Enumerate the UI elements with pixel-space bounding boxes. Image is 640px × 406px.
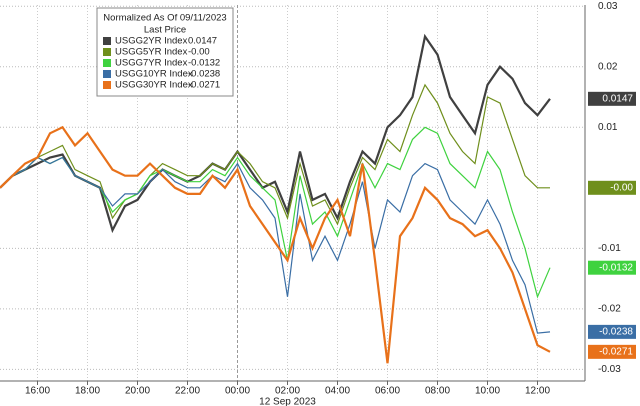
legend-label: USGG2YR Index [115, 36, 188, 47]
legend-box [96, 7, 234, 97]
legend-swatch [103, 70, 111, 78]
x-tick-label: 10:00 [475, 386, 500, 397]
legend-label: USGG7YR Index [115, 58, 188, 69]
legend-value: -0.00 [188, 47, 210, 58]
legend-swatch [103, 59, 111, 67]
x-tick-label: 08:00 [425, 386, 450, 397]
y-tick-label: 0.03 [598, 1, 618, 12]
last-value-label: -0.0271 [599, 346, 633, 357]
x-tick-label: 16:00 [25, 386, 50, 397]
x-tick-label: 02:00 [275, 386, 300, 397]
date-label: 12 Sep 2023 [259, 397, 316, 406]
series-line [0, 156, 551, 334]
series-line [0, 125, 551, 364]
legend-label: USGG10YR Index [115, 69, 193, 80]
legend-label: USGG5YR Index [115, 47, 188, 58]
legend-value: -0.0271 [188, 80, 220, 91]
last-value-box [588, 344, 636, 359]
legend-swatch [103, 48, 111, 56]
plot-area [0, 5, 585, 381]
y-tick-label: -0.01 [598, 243, 621, 254]
legend-label: USGG30YR Index [115, 80, 193, 91]
y-tick-label: 0.02 [598, 61, 618, 72]
legend-swatch [103, 81, 111, 89]
y-tick-label: -0.03 [598, 364, 621, 375]
x-tick-label: 22:00 [175, 386, 200, 397]
legend-subtitle: Last Price [144, 25, 186, 36]
last-value-box [588, 260, 636, 275]
x-tick-label: 00:00 [225, 386, 250, 397]
x-tick-label: 06:00 [375, 386, 400, 397]
last-value-box [588, 91, 636, 106]
x-tick-label: 20:00 [125, 386, 150, 397]
last-value-label: -0.0238 [599, 327, 633, 338]
last-value-label: 0.0147 [602, 93, 633, 104]
last-value-label: -0.00 [610, 182, 633, 193]
series-line [0, 83, 550, 226]
legend-value: -0.0238 [188, 69, 220, 80]
legend-title: Normalized As Of 09/11/2023 [103, 13, 226, 24]
x-tick-label: 04:00 [325, 386, 350, 397]
legend-swatch [103, 37, 111, 45]
legend-value: -0.0132 [188, 58, 220, 69]
last-value-box [588, 180, 636, 195]
legend: Normalized As Of 09/11/2023 Last Price U… [96, 7, 234, 97]
y-tick-label: 0.01 [598, 122, 618, 133]
x-tick-label: 12:00 [525, 386, 550, 397]
legend-value: 0.0147 [188, 36, 217, 47]
last-value-label: -0.0132 [599, 262, 633, 273]
y-tick-label: -0.02 [598, 304, 621, 315]
last-value-box [588, 324, 636, 339]
x-tick-label: 18:00 [75, 386, 100, 397]
